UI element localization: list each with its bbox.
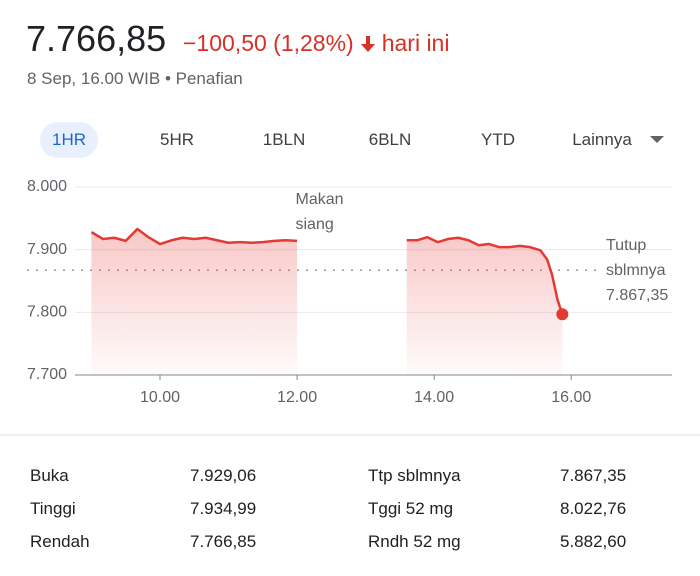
x-tick-label: 12.00 [277,389,317,406]
stat-label: Ttp sblmnya [368,466,461,485]
dropdown-caret [650,136,664,143]
x-tick-label: 14.00 [414,389,454,406]
y-tick-label: 7.700 [27,366,67,383]
tab[interactable]: 6BLN [368,130,412,149]
change-row: −100,50 (1,28%) hari ini [183,30,449,57]
x-tick-label: 16.00 [551,389,591,406]
tab[interactable]: YTD [481,130,515,149]
y-tick-label: 7.800 [27,304,67,321]
stat-value: 7.766,85 [190,532,257,551]
y-tick-label: 8.000 [27,178,67,195]
stat-value: 7.929,06 [190,466,257,485]
stat-value: 8.022,76 [560,499,627,518]
last-point [556,308,569,321]
annotation: Makan siang [295,191,344,233]
x-tick-label: 10.00 [140,389,180,406]
stat-label: Rendah [30,532,90,551]
stat-value: 7.867,35 [560,466,627,485]
reference-value: 7.867,35 [606,287,669,304]
stat-value: 5.882,60 [560,532,627,551]
y-tick-label: 7.900 [27,241,67,258]
price: 7.766,85 [26,18,167,59]
stat-label: Tinggi [30,499,76,518]
tab[interactable]: 1BLN [262,130,306,149]
tab[interactable]: 1HR [39,122,99,158]
tab[interactable]: 5HR [159,130,195,149]
down-arrow [360,35,375,52]
area [91,228,563,375]
stat-label: Tggi 52 mg [368,499,454,518]
tab[interactable]: Lainnya [572,130,632,149]
change: −100,50 (1,28%) [183,30,354,56]
reference-label: Tutup sblmnya [606,237,666,279]
stat-value: 7.934,99 [190,499,257,518]
stat-label: Buka [30,466,69,485]
stat-label: Rndh 52 mg [368,532,461,551]
period: hari ini [381,30,450,56]
line [90,227,564,315]
subtitle: 8 Sep, 16.00 WIB • Penafian [27,69,243,88]
